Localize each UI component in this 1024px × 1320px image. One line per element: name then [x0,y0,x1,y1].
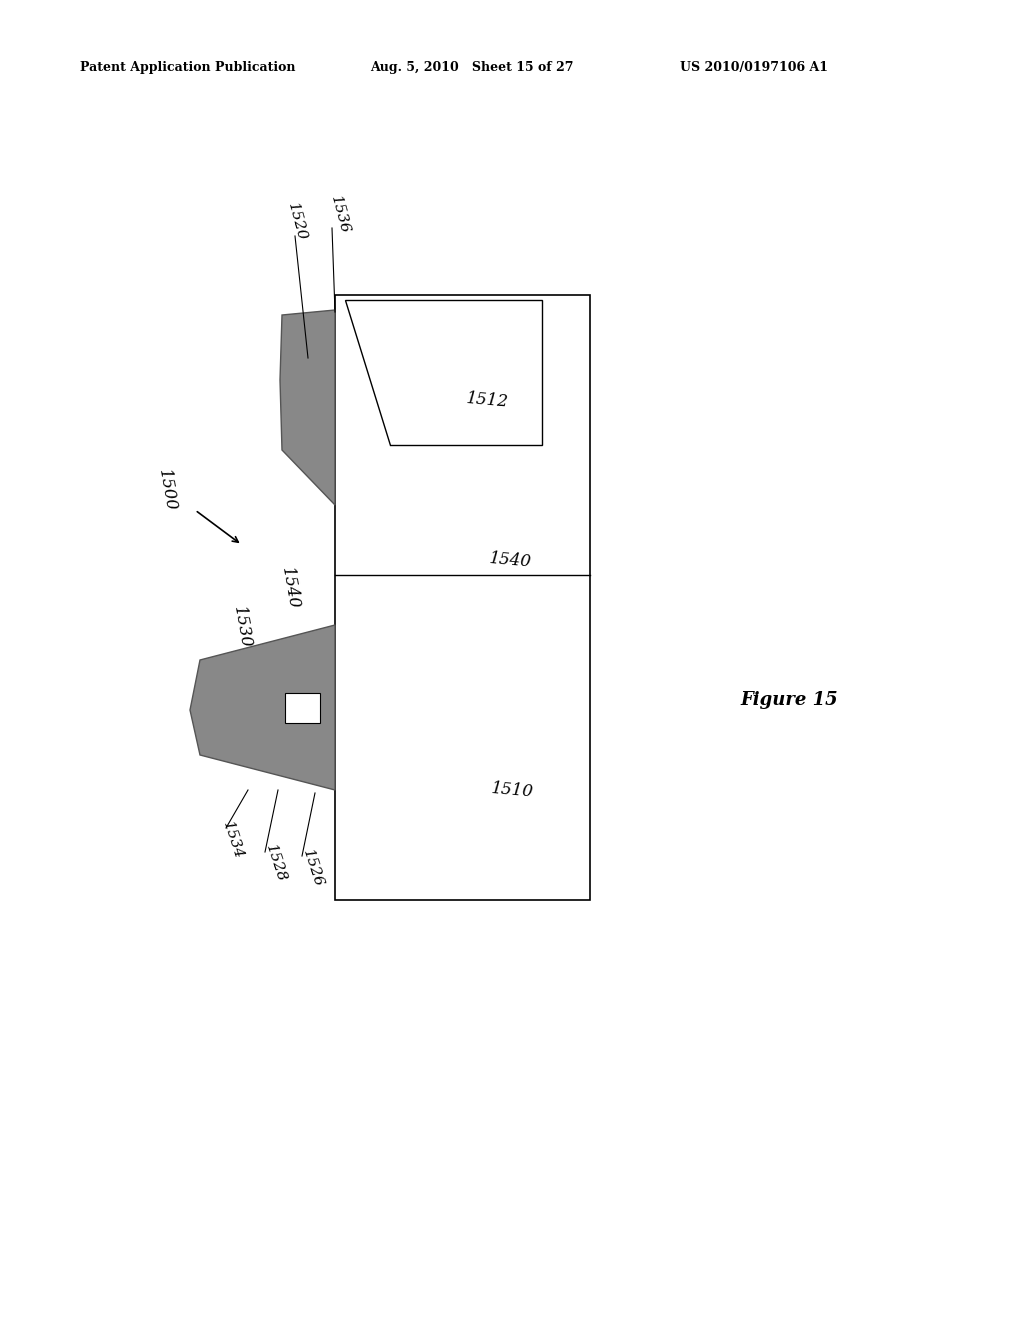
Text: Aug. 5, 2010   Sheet 15 of 27: Aug. 5, 2010 Sheet 15 of 27 [370,62,573,74]
Bar [285,693,319,723]
Text: 1512: 1512 [465,389,509,411]
Text: US 2010/0197106 A1: US 2010/0197106 A1 [680,62,828,74]
Text: 1526: 1526 [300,847,326,888]
Text: 1540: 1540 [488,549,531,570]
Text: 1534: 1534 [220,820,246,861]
Text: 1528: 1528 [263,842,289,883]
Polygon shape [190,624,335,789]
Text: 1540: 1540 [278,565,302,610]
Text: 1510: 1510 [490,780,534,800]
Text: 1500: 1500 [155,467,179,512]
Bar [335,294,590,900]
Polygon shape [345,300,542,445]
Text: Patent Application Publication: Patent Application Publication [80,62,296,74]
Polygon shape [280,310,335,506]
Text: 1530: 1530 [230,605,254,649]
Text: Figure 15: Figure 15 [740,690,838,709]
Text: 1536: 1536 [328,194,351,236]
Text: 1520: 1520 [285,202,308,243]
